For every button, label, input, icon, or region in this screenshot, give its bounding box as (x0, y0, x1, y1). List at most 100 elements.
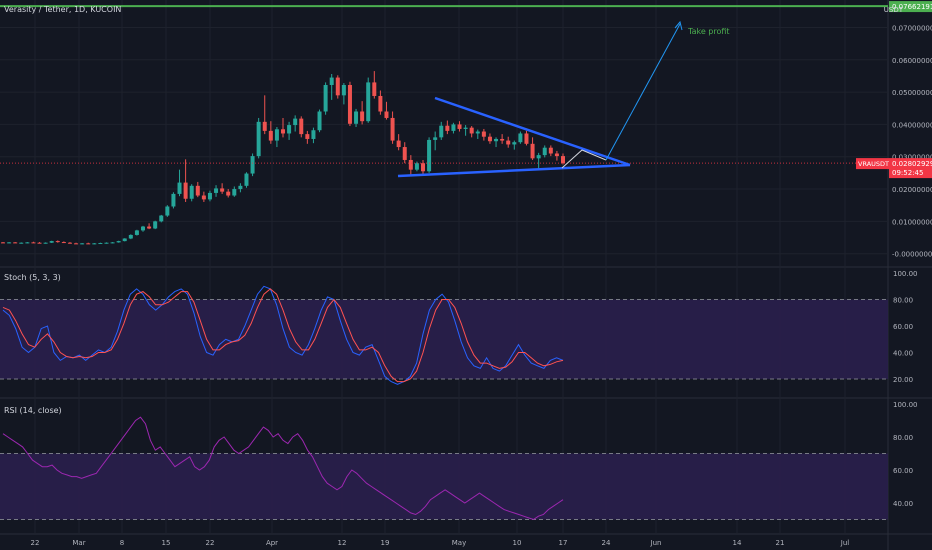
symbol-label-bg (856, 158, 889, 170)
candle-body (354, 111, 359, 124)
rsi-tick-label: 100.00 (893, 401, 918, 409)
candle-body (256, 121, 261, 157)
time-tick-label: 14 (733, 539, 742, 547)
candle-body (67, 242, 72, 244)
price-tick-label: 0.01000000 (892, 218, 932, 226)
candle-body (335, 77, 340, 96)
candle-body (421, 163, 425, 172)
candle-body (524, 133, 529, 144)
candle-body (548, 147, 553, 154)
candle-body (469, 127, 474, 134)
candle-body (445, 125, 450, 131)
last-price-label: 0.02802929 (892, 160, 932, 168)
candle-body (49, 241, 54, 243)
candle-body (299, 118, 304, 135)
candle-body (232, 189, 237, 196)
take-profit-label: 0.07662191 (892, 3, 932, 11)
stoch-tick-label: 80.00 (893, 297, 913, 305)
candle-body (268, 130, 273, 141)
price-tick-label: 0.06000000 (892, 57, 932, 65)
candle-body (274, 129, 279, 141)
candle-body (104, 242, 109, 244)
candle-body (92, 243, 97, 245)
time-tick-label: 8 (120, 539, 124, 547)
indicator-bands (0, 299, 888, 520)
candle-body (153, 221, 158, 229)
stoch-lines (2, 285, 564, 385)
rsi-tick-label: 40.00 (893, 500, 913, 508)
time-tick-label: 17 (559, 539, 568, 547)
candle-body (80, 243, 85, 245)
candle-body (165, 206, 170, 216)
candle-body (463, 127, 468, 129)
candle-body (159, 215, 164, 222)
candle-body (293, 118, 298, 126)
price-tick-label: 0.03000000 (892, 154, 932, 162)
candle-body (372, 82, 377, 96)
stoch-axis[interactable]: 100.00 80.00 60.00 40.00 20.00 (893, 270, 918, 384)
candle-body (134, 230, 139, 235)
candle-body (414, 163, 419, 170)
candle-body (226, 191, 231, 196)
countdown-label: 09:52:45 (892, 169, 923, 177)
time-tick-label: 10 (513, 539, 522, 547)
candle-body (19, 242, 24, 244)
candle-body (561, 156, 565, 164)
candle-body (487, 136, 492, 142)
time-axis[interactable]: 22 Mar 8 15 22 Apr 12 19 May 10 17 24 Jun 14 21 Jul (31, 539, 850, 547)
symbol-label: VRAUSDT (858, 160, 889, 168)
price-axis[interactable]: 0.07000000 0.06000000 0.05000000 0.04000000… (856, 1, 932, 259)
rsi-line (2, 416, 564, 521)
candle-body (433, 137, 438, 140)
candle-body (378, 95, 383, 112)
candle-body (281, 129, 285, 134)
price-tick-label: 0.07000000 (892, 24, 932, 32)
candle-body (116, 241, 121, 243)
candle-body (347, 84, 352, 124)
rsi-lines (2, 416, 564, 521)
rsi-tick-label: 80.00 (893, 434, 913, 442)
rsi-band (0, 453, 888, 520)
time-tick-label: 19 (381, 539, 390, 547)
candle-body (1, 242, 5, 244)
currency-label: USDT (884, 6, 904, 14)
candle-body (384, 111, 389, 118)
projection-zigzag (561, 149, 607, 169)
candle-body (457, 124, 462, 129)
candle-body (542, 147, 547, 156)
candle-body (244, 173, 249, 186)
candle-body (238, 185, 243, 190)
time-tick-label: 15 (162, 539, 171, 547)
chart-title: Verasity / Tether, 1D, KUCOIN (4, 5, 121, 14)
candle-body (13, 242, 18, 244)
stoch-d-line (2, 288, 564, 383)
price-tick-label: 0.02000000 (892, 186, 932, 194)
candle-body (171, 193, 176, 207)
candle-body (177, 182, 182, 194)
lower-trendline (397, 163, 631, 178)
time-tick-label: May (452, 539, 466, 547)
stoch-tick-label: 60.00 (893, 323, 913, 331)
candle-body (43, 242, 48, 244)
rsi-axis[interactable]: 100.00 80.00 60.00 40.00 (893, 401, 918, 508)
candle-body (201, 195, 206, 200)
candle-body (360, 111, 365, 122)
time-tick-label: Jun (650, 539, 662, 547)
price-tick-label: 0.05000000 (892, 89, 932, 97)
candles-series (1, 71, 565, 245)
stoch-tick-label: 20.00 (893, 376, 913, 384)
candle-body (451, 124, 456, 131)
stoch-tick-label: 100.00 (893, 270, 918, 278)
candle-body (390, 117, 395, 141)
candle-body (481, 131, 486, 137)
candle-body (305, 134, 310, 139)
candle-body (530, 143, 535, 159)
candle-body (189, 185, 194, 199)
stoch-band (0, 299, 888, 379)
candle-body (122, 238, 127, 242)
candle-body (55, 241, 60, 243)
projection-arrowhead (674, 20, 683, 31)
